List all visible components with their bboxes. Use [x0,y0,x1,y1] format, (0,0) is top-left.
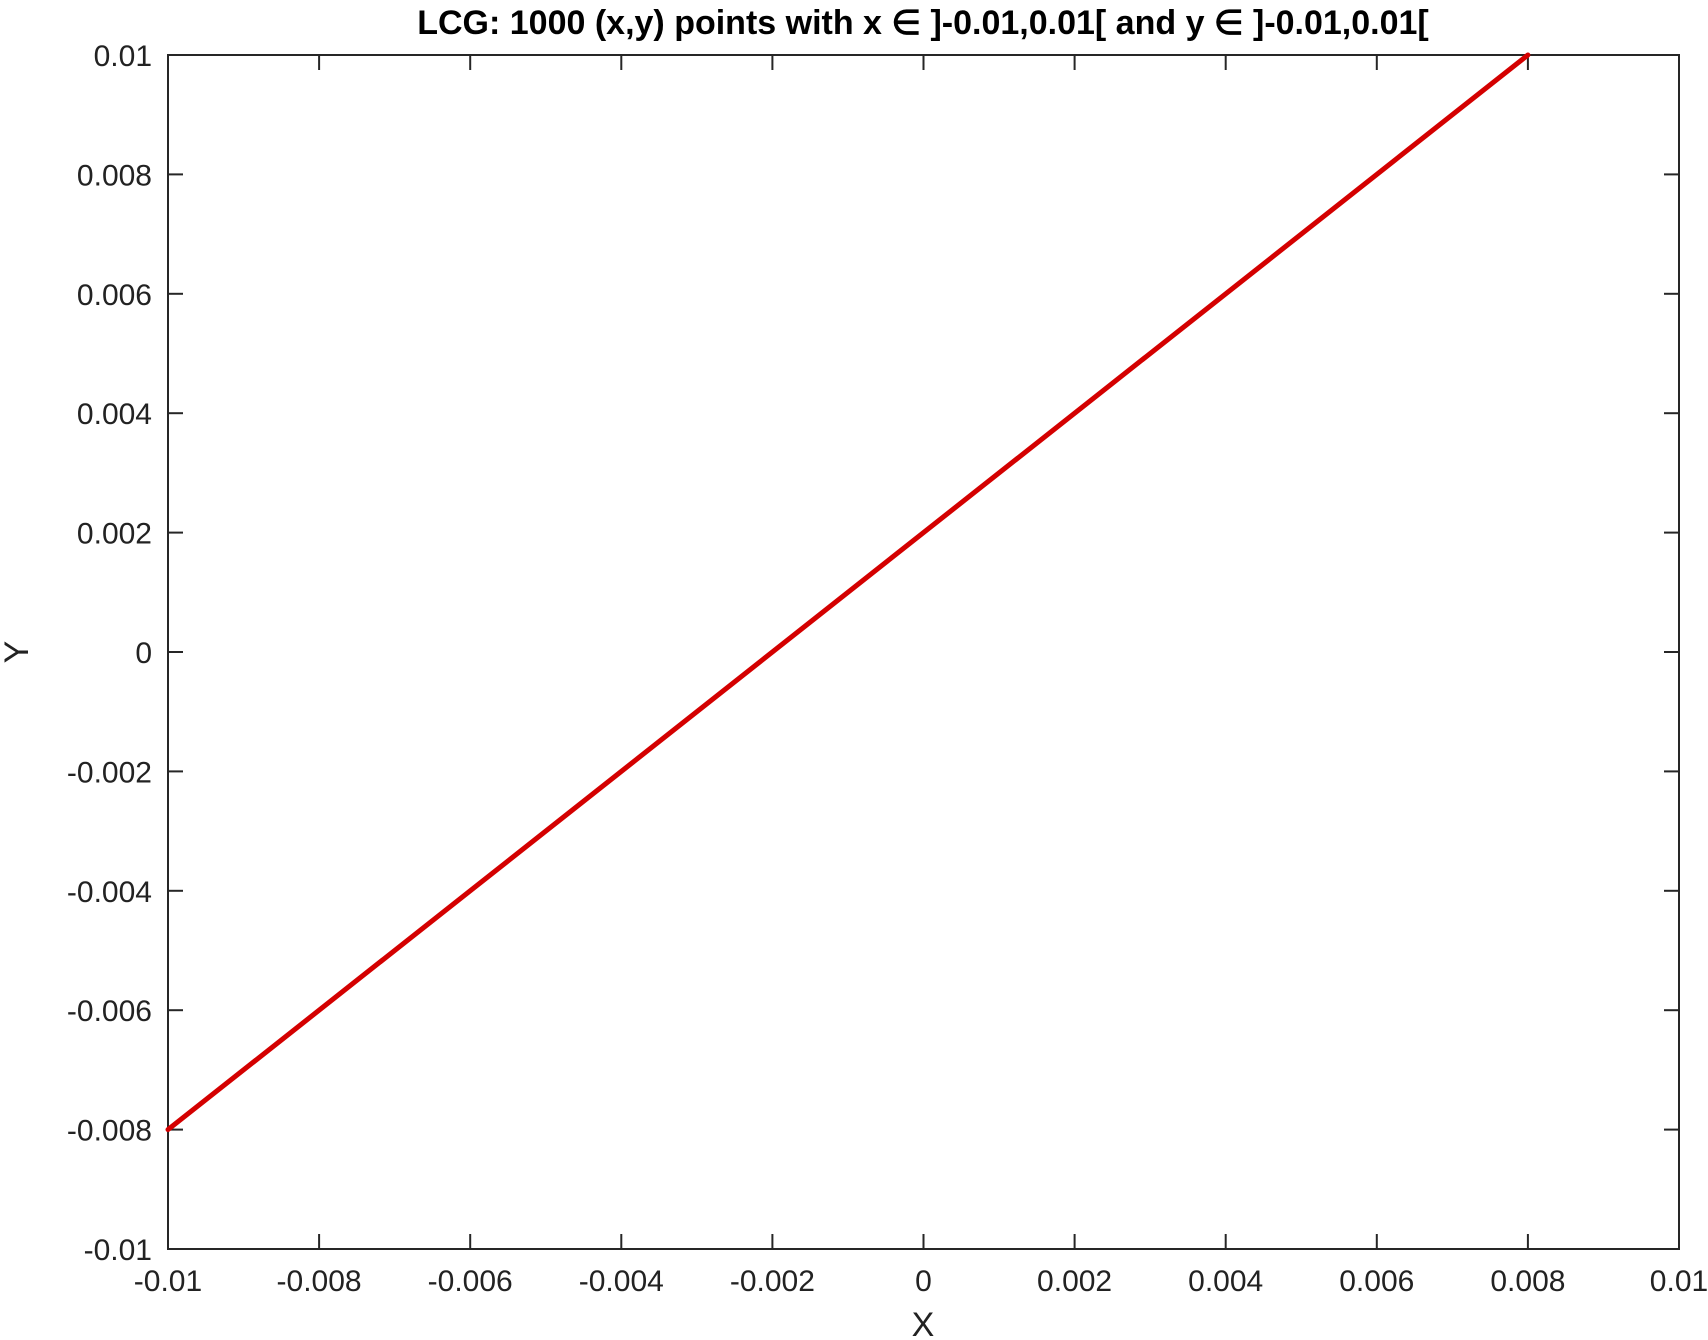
x-tick-label: 0.006 [1339,1265,1414,1298]
y-tick-label: 0.01 [94,40,152,73]
x-tick-label: -0.01 [134,1265,202,1298]
plot-area [167,54,1680,1250]
x-tick-label: -0.006 [428,1265,513,1298]
y-tick-label: 0.006 [77,279,152,312]
y-tick-label: -0.008 [67,1115,152,1148]
x-tick-label: 0.002 [1037,1265,1112,1298]
y-tick-label: 0 [135,637,152,670]
y-tick-label: -0.01 [84,1234,152,1267]
x-tick-label: -0.002 [730,1265,815,1298]
plot-frame [167,54,1680,1250]
y-tick-label: 0.008 [77,159,152,192]
x-tick-label: -0.004 [579,1265,664,1298]
y-tick-label: -0.006 [67,995,152,1028]
y-tick-label: -0.004 [67,876,152,909]
x-tick-label: 0.008 [1490,1265,1565,1298]
y-axis: -0.01 -0.008 -0.006 -0.004 -0.002 0 0.002 0.004… [67,40,1679,1267]
x-axis-label: X [912,1306,935,1340]
chart-title: LCG: 1000 (x,y) points with x ∈ ]-0.01,0… [417,4,1429,42]
y-tick-label: 0.002 [77,518,152,551]
series-line [165,52,1531,1133]
x-tick-label: 0 [915,1265,932,1298]
x-tick-label: -0.008 [277,1265,362,1298]
y-tick-label: -0.002 [67,756,152,789]
series-layer [165,52,1531,1133]
x-axis: -0.01 -0.008 -0.006 -0.004 -0.002 0 0.002 0.004… [134,55,1708,1298]
x-tick-label: 0.01 [1650,1265,1708,1298]
y-axis-label: Y [0,641,36,664]
x-tick-label: 0.004 [1188,1265,1263,1298]
y-tick-label: 0.004 [77,398,152,431]
